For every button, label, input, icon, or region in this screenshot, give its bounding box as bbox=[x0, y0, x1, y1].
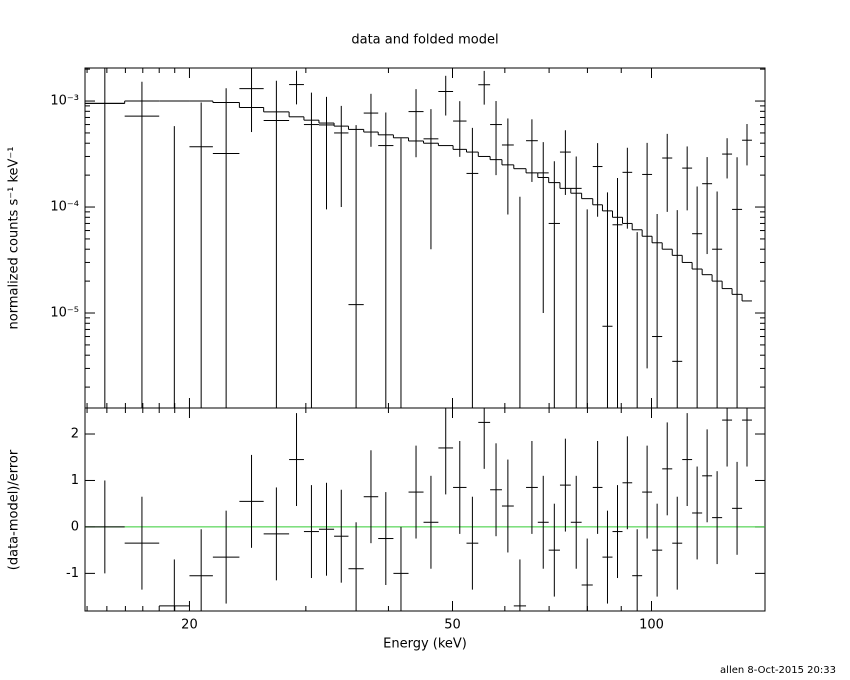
plot-frame bbox=[84, 407, 766, 612]
y-tick-label: -1 bbox=[66, 566, 79, 581]
y-tick-label: 0 bbox=[71, 519, 79, 534]
y-tick-label: 10⁻³ bbox=[50, 94, 79, 109]
plot-area bbox=[85, 408, 765, 611]
y-tick-label: 10⁻⁵ bbox=[50, 306, 79, 321]
y-tick-label: 10⁻⁴ bbox=[50, 200, 79, 215]
x-tick-label: 50 bbox=[444, 618, 461, 633]
x-tick-label: 20 bbox=[181, 618, 198, 633]
y-axis-label: (data-model)/error bbox=[7, 449, 22, 570]
x-tick-label: 100 bbox=[639, 618, 664, 633]
chart-title: data and folded model bbox=[351, 33, 498, 48]
y-axis-label: normalized counts s⁻¹ keV⁻¹ bbox=[7, 147, 22, 330]
y-tick-label: 1 bbox=[71, 473, 79, 488]
y-tick-label: 2 bbox=[71, 427, 79, 442]
plot-frame bbox=[84, 67, 766, 409]
plot-area bbox=[85, 68, 752, 408]
x-axis-label: Energy (keV) bbox=[383, 637, 467, 652]
footer: allen 8-Oct-2015 20:33 bbox=[720, 665, 836, 676]
